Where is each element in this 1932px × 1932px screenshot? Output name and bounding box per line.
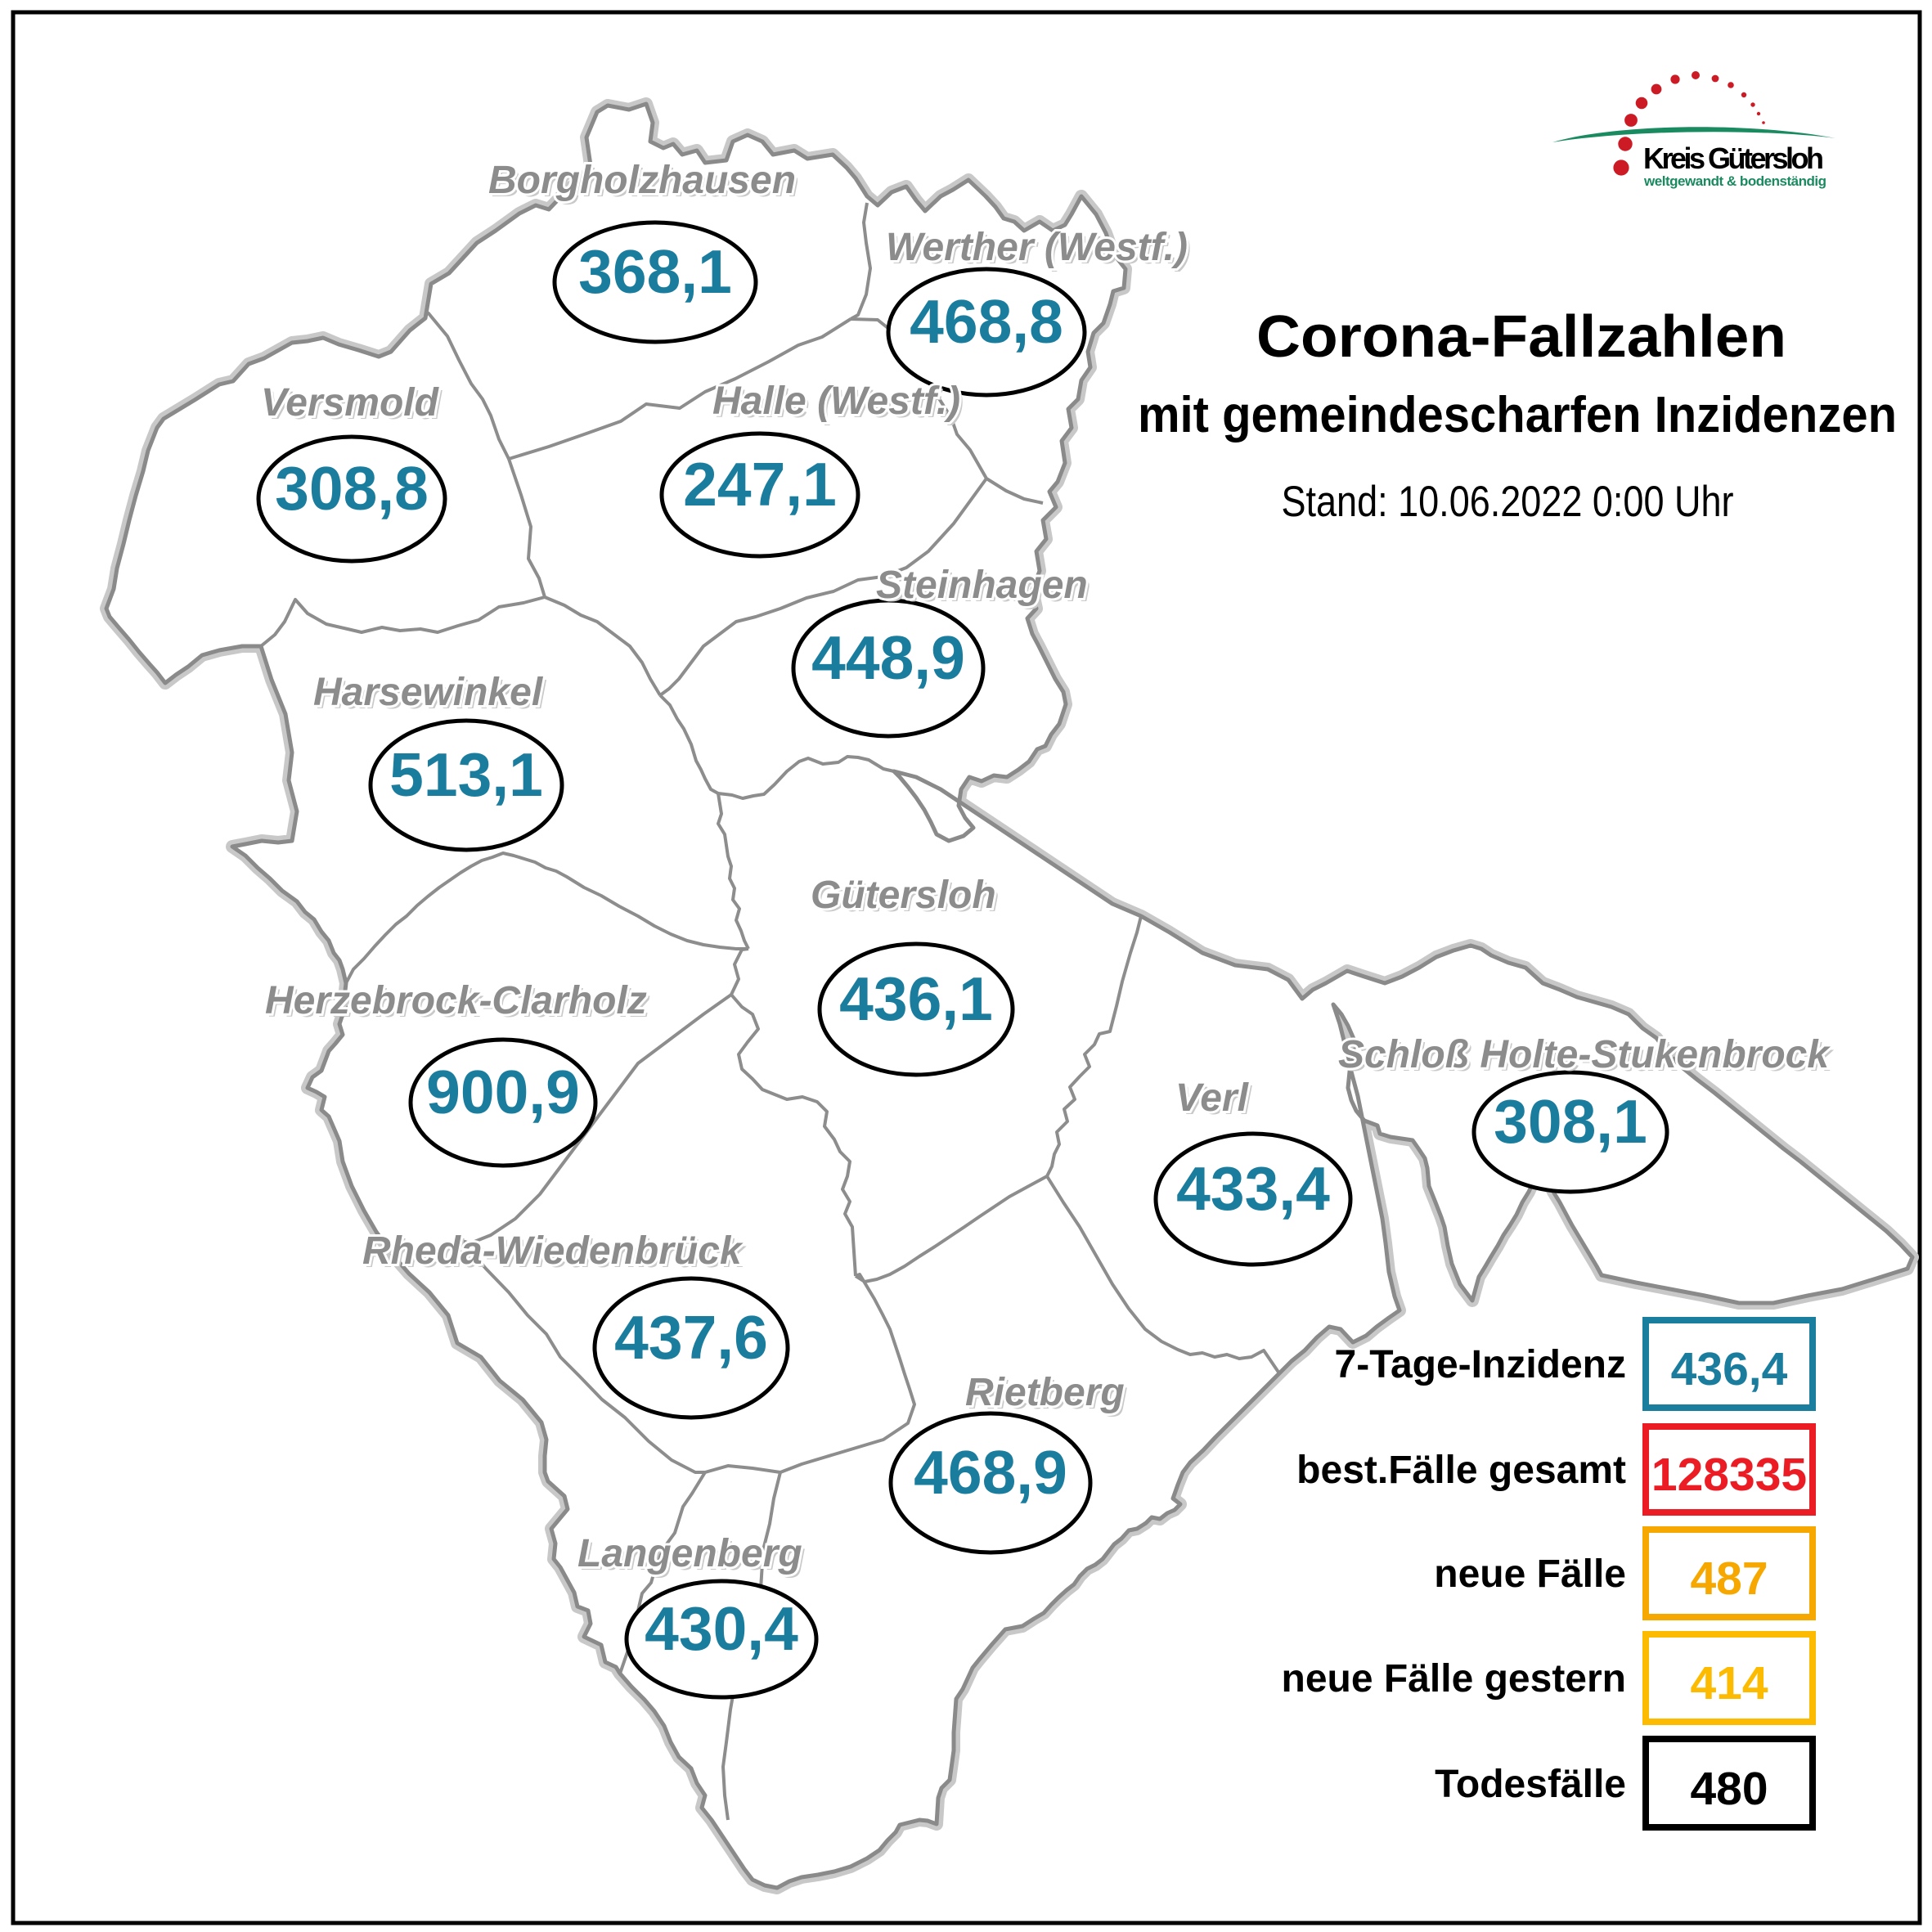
svg-text:900,9: 900,9 [426, 1058, 580, 1126]
svg-text:Halle (Westf.): Halle (Westf.) [712, 380, 960, 423]
svg-text:Corona-Fallzahlen: Corona-Fallzahlen [1256, 304, 1786, 370]
svg-text:487: 487 [1690, 1552, 1768, 1605]
svg-text:436,1: 436,1 [839, 964, 993, 1033]
svg-text:247,1: 247,1 [683, 450, 837, 519]
svg-text:Steinhagen: Steinhagen [879, 567, 1091, 610]
svg-text:Werther (Westf.): Werther (Westf.) [889, 229, 1191, 272]
svg-text:Steinhagen: Steinhagen [876, 564, 1088, 607]
svg-text:Rietberg: Rietberg [968, 1374, 1128, 1418]
svg-text:436,4: 436,4 [1671, 1343, 1788, 1395]
svg-text:Versmold: Versmold [264, 384, 443, 428]
svg-text:308,1: 308,1 [1494, 1087, 1647, 1156]
svg-text:Werther (Westf.): Werther (Westf.) [886, 226, 1188, 269]
svg-text:weltgewandt & bodenständig: weltgewandt & bodenständig [1643, 173, 1826, 189]
svg-text:Halle (Westf.): Halle (Westf.) [716, 383, 964, 426]
svg-text:Rietberg: Rietberg [965, 1371, 1125, 1414]
svg-text:Kreis Gütersloh: Kreis Gütersloh [1643, 142, 1824, 175]
svg-text:Rheda-Wiedenbrück: Rheda-Wiedenbrück [366, 1233, 747, 1276]
svg-text:mit gemeindescharfen Inzidenze: mit gemeindescharfen Inzidenzen [1138, 387, 1897, 443]
svg-text:414: 414 [1690, 1657, 1768, 1710]
svg-text:437,6: 437,6 [614, 1303, 768, 1372]
svg-text:513,1: 513,1 [389, 740, 543, 809]
svg-text:Gütersloh: Gütersloh [811, 874, 996, 917]
svg-text:Herzebrock-Clarholz: Herzebrock-Clarholz [265, 979, 647, 1022]
svg-text:448,9: 448,9 [811, 623, 965, 692]
svg-text:468,8: 468,8 [910, 287, 1063, 356]
svg-text:Harsewinkel: Harsewinkel [317, 674, 547, 717]
svg-text:Todesfälle: Todesfälle [1435, 1763, 1626, 1806]
svg-text:Gütersloh: Gütersloh [814, 877, 1000, 920]
svg-text:Langenberg: Langenberg [581, 1535, 806, 1579]
svg-text:neue Fälle gestern: neue Fälle gestern [1282, 1657, 1626, 1701]
svg-text:433,4: 433,4 [1176, 1154, 1330, 1223]
svg-text:7-Tage-Inzidenz: 7-Tage-Inzidenz [1335, 1343, 1626, 1386]
svg-text:Verl: Verl [1175, 1076, 1250, 1120]
svg-text:Schloß Holte-Stukenbrock: Schloß Holte-Stukenbrock [1338, 1033, 1831, 1076]
svg-text:430,4: 430,4 [645, 1594, 798, 1663]
svg-text:468,9: 468,9 [914, 1438, 1067, 1507]
svg-text:368,1: 368,1 [578, 237, 732, 306]
svg-text:neue Fälle: neue Fälle [1434, 1552, 1626, 1596]
svg-text:Langenberg: Langenberg [577, 1532, 802, 1575]
svg-text:Schloß Holte-Stukenbrock: Schloß Holte-Stukenbrock [1341, 1036, 1834, 1080]
svg-text:Versmold: Versmold [261, 381, 440, 425]
svg-text:128335: 128335 [1651, 1449, 1807, 1501]
svg-text:Harsewinkel: Harsewinkel [313, 671, 544, 714]
svg-text:Herzebrock-Clarholz: Herzebrock-Clarholz [268, 982, 650, 1026]
svg-text:Borgholzhausen: Borgholzhausen [492, 162, 799, 205]
svg-text:Stand: 10.06.2022 0:00 Uhr: Stand: 10.06.2022 0:00 Uhr [1282, 478, 1734, 526]
svg-text:480: 480 [1690, 1763, 1768, 1815]
svg-text:Borgholzhausen: Borgholzhausen [488, 159, 796, 202]
svg-text:best.Fälle gesamt: best.Fälle gesamt [1296, 1449, 1626, 1492]
svg-text:Rheda-Wiedenbrück: Rheda-Wiedenbrück [362, 1229, 744, 1273]
svg-text:308,8: 308,8 [275, 454, 429, 523]
svg-text:Verl: Verl [1179, 1080, 1253, 1123]
